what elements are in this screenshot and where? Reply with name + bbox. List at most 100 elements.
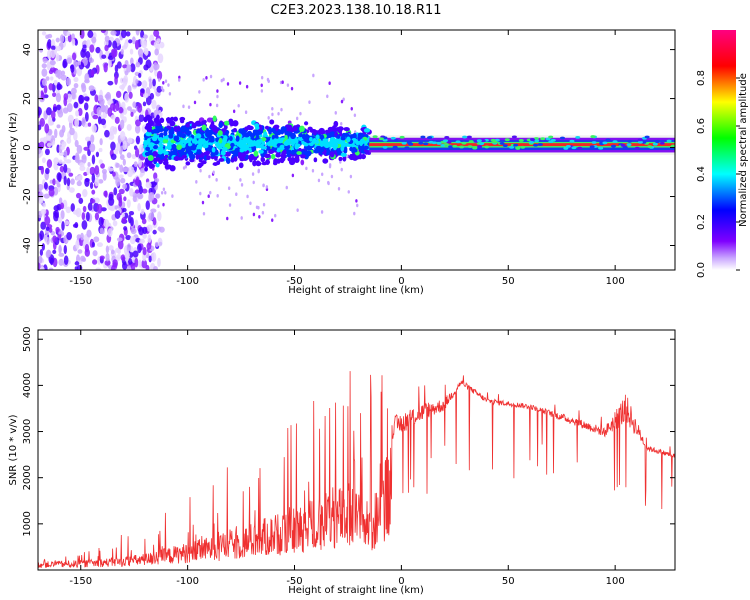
spectrogram-cell [95,46,101,54]
spectrogram-cell [119,154,125,160]
spectrogram-cell [109,125,116,136]
spectrogram-cell [216,89,219,93]
spectrogram-cell [53,79,58,86]
spectrogram-cell [160,86,164,90]
spectrogram-cell [627,139,633,143]
spectrogram-cell [70,92,76,100]
spectrogram-cell [215,103,219,108]
spectrogram-cell [337,128,343,134]
spectrogram-cell [509,145,515,149]
spectrogram-cell [221,128,227,133]
spectrogram-cell [70,64,75,73]
spectrogram-cell [80,255,86,262]
spectrogram-cell [352,132,357,140]
spectrogram-cell [260,83,263,88]
spectrogram-cell [118,199,123,207]
spectrogram-cell [151,252,157,262]
spectrogram-cell [602,141,608,145]
spectrogram-cell [145,200,150,210]
spectrogram-cell [63,255,69,265]
spectrogram-cell [270,153,276,160]
spectrogram-cell [290,132,296,140]
spectrogram-cell [98,216,104,227]
spectrogram-cell [122,140,127,151]
spectrogram-cell [91,36,97,44]
spectrogram-cell [80,49,86,59]
spectrogram-cell [238,81,242,85]
spectrogram-cell [228,118,234,123]
spectrogram-cell [271,106,274,111]
spectrogram-cell [152,229,157,235]
spectrogram-cell [46,159,53,169]
spectrogram-cell [252,212,256,217]
x-tick-label: 100 [606,576,625,587]
spectrogram-cell [124,251,130,259]
spectrogram-cell [151,181,157,188]
spectrogram-cell [340,99,344,104]
spectrogram-cell [73,82,79,89]
spectrogram-cell [119,84,126,90]
spectrogram-cell [100,118,107,126]
spectrogram-cell [53,205,60,212]
spectrogram-cell [132,101,137,108]
spectrogram-cell [227,186,231,191]
spectrogram-cell [122,183,128,190]
spectrogram-cell [138,185,143,195]
colorbar-tick-label: 0.0 [696,262,707,278]
spectrogram-cell [56,82,62,91]
spectrogram-cell [208,137,215,143]
spectrogram-cell [43,94,49,99]
spectrogram-cell [149,192,153,196]
y-tick-label: 40 [22,43,33,56]
spectrogram-cell [237,103,240,108]
spectrogram-cell [75,176,81,181]
spectrogram-cell [235,192,238,197]
spectrogram-cell [191,122,197,129]
spectrogram-cell [480,139,486,143]
spectrogram-cell [65,159,72,164]
spectrogram-cell [250,141,255,147]
spectrogram-cell [90,134,95,143]
spectrogram-cell [159,155,166,159]
spectrogram-cell [181,147,186,152]
spectrogram-cell [92,259,98,265]
spectrogram-cell [492,140,498,144]
spectrogram-cell [235,135,240,142]
spectrogram-cell [86,166,91,175]
spectrogram-cell [309,136,313,142]
spectrogram-cell [202,143,209,149]
spectrogram-cell [202,211,206,216]
y-tick-label: 20 [22,92,33,105]
spectrogram-cell [38,255,43,264]
spectrogram-cell [173,156,180,162]
spectrogram-cell [286,83,290,87]
spectrogram-cell [57,172,62,183]
spectrogram-cell [139,173,143,178]
spectrogram-cell [251,172,255,176]
spectrogram-cell [239,157,245,162]
spectrogram-cell [620,144,626,147]
spectrogram-cell [147,126,152,133]
x-tick-label: -100 [176,576,199,587]
spectrogram-cell [100,30,106,34]
y-tick-label: 1000 [22,511,33,536]
spectrogram-cell [269,119,275,125]
spectrogram-cell [55,226,60,233]
spectrogram-cell [142,246,147,256]
spectrogram-cell [50,49,56,59]
spectrogram-cell [129,235,136,245]
spectrogram-cell [84,111,89,122]
spectrogram-cell [138,114,145,123]
x-tick-label: -100 [176,276,199,287]
spectrogram-cell [166,144,172,151]
spectrogram-cell [418,141,424,145]
spectrogram-cell [666,139,672,143]
spectrogram-cell [134,257,139,268]
spectrogram-cell [130,111,134,117]
spectrogram-cell [82,44,87,49]
spectrogram-cell [245,84,249,89]
spectrogram-cell [443,139,449,143]
spectrogram-cell [211,124,217,130]
spectrogram-cell [156,70,163,81]
spectrogram-cell [146,224,153,232]
